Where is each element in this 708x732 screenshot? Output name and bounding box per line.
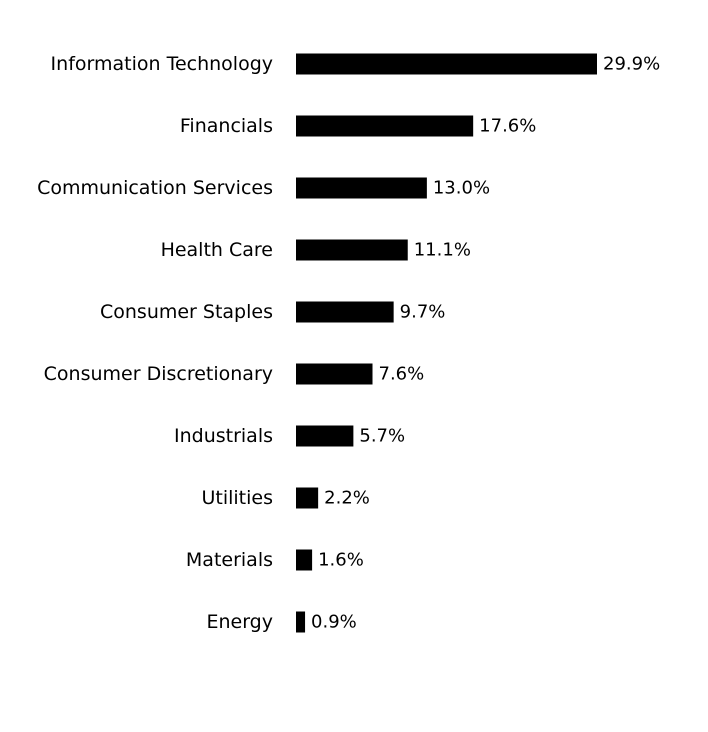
value-label-industrials: 5.7%	[359, 426, 405, 447]
value-label-communication-services: 13.0%	[433, 178, 490, 199]
category-label-consumer-staples: Consumer Staples	[100, 301, 273, 323]
category-label-energy: Energy	[206, 611, 273, 633]
category-labels: Information Technology Financials Communic…	[37, 53, 273, 633]
category-label-utilities: Utilities	[201, 487, 273, 509]
bar-consumer-discretionary	[296, 363, 373, 385]
bar-industrials	[296, 425, 354, 447]
value-label-health-care: 11.1%	[414, 240, 471, 261]
value-labels: 29.9% 17.6% 13.0% 11.1% 9.7% 7.6% 5.7% 2.2% 1.6%…	[311, 54, 660, 633]
bar-consumer-staples	[296, 301, 394, 323]
category-label-consumer-discretionary: Consumer Discretionary	[44, 363, 273, 385]
value-label-materials: 1.6%	[318, 550, 364, 571]
bar-health-care	[296, 239, 408, 261]
category-label-communication-services: Communication Services	[37, 177, 273, 199]
bars-group	[296, 53, 597, 633]
value-label-consumer-staples: 9.7%	[400, 302, 446, 323]
bar-materials	[296, 549, 313, 571]
bar-energy	[296, 611, 306, 633]
bar-information-technology	[296, 53, 597, 75]
bar-utilities	[296, 487, 319, 509]
bar-financials	[296, 115, 474, 137]
category-label-industrials: Industrials	[174, 425, 273, 447]
category-label-materials: Materials	[186, 549, 273, 571]
category-label-financials: Financials	[180, 115, 273, 137]
value-label-utilities: 2.2%	[324, 488, 370, 509]
category-label-information-technology: Information Technology	[51, 53, 273, 75]
value-label-financials: 17.6%	[479, 116, 536, 137]
value-label-energy: 0.9%	[311, 612, 357, 633]
category-label-health-care: Health Care	[161, 239, 273, 261]
bar-communication-services	[296, 177, 427, 199]
value-label-consumer-discretionary: 7.6%	[379, 364, 425, 385]
value-label-information-technology: 29.9%	[603, 54, 660, 75]
